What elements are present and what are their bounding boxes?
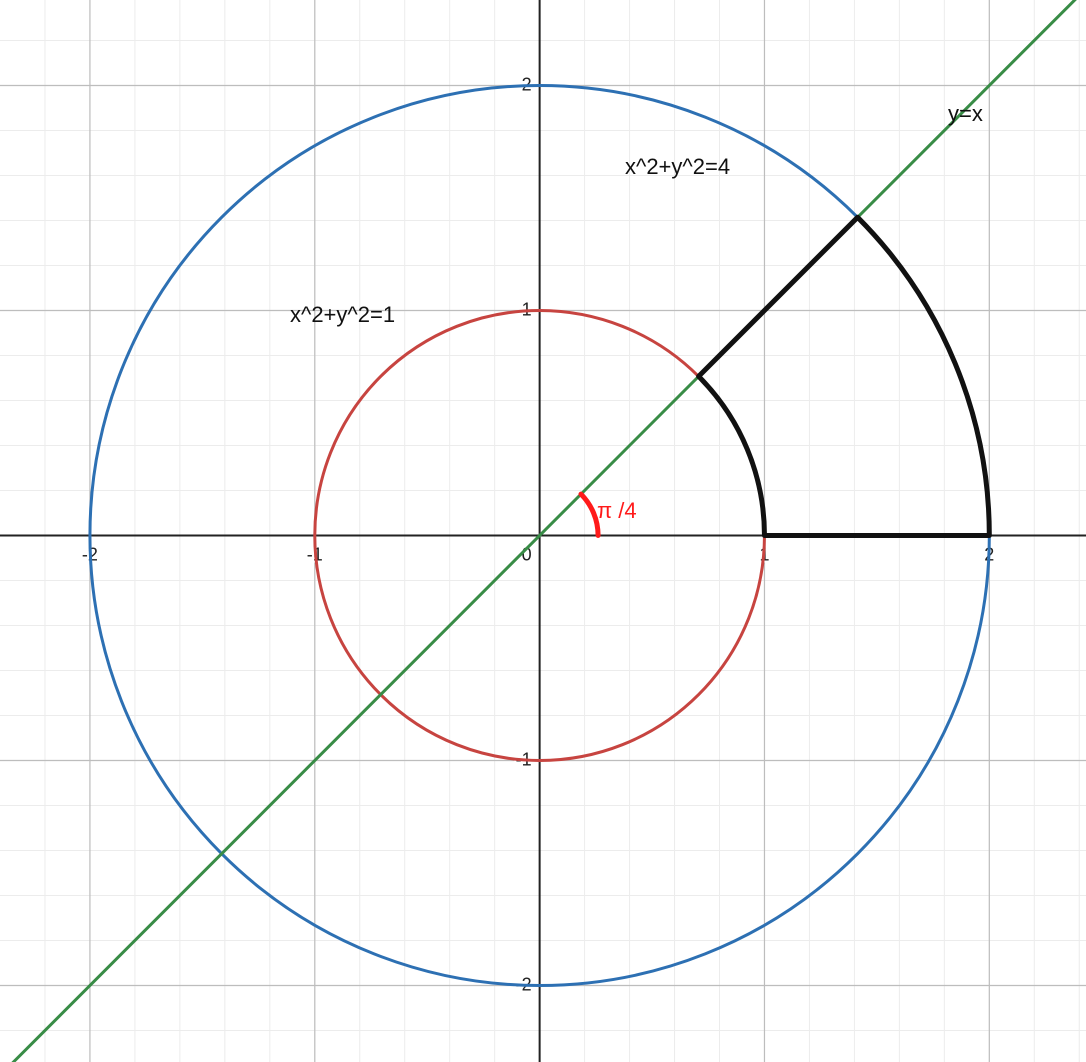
region-outline xyxy=(696,214,992,538)
y-tick-label: 1 xyxy=(522,299,532,319)
curve-label: x^2+y^2=4 xyxy=(625,154,730,179)
angle-label: π /4 xyxy=(597,498,637,523)
angle-arc xyxy=(578,491,601,538)
curve-label: y=x xyxy=(948,101,983,126)
curve-label: x^2+y^2=1 xyxy=(290,302,395,327)
x-tick-label: 0 xyxy=(522,544,532,564)
